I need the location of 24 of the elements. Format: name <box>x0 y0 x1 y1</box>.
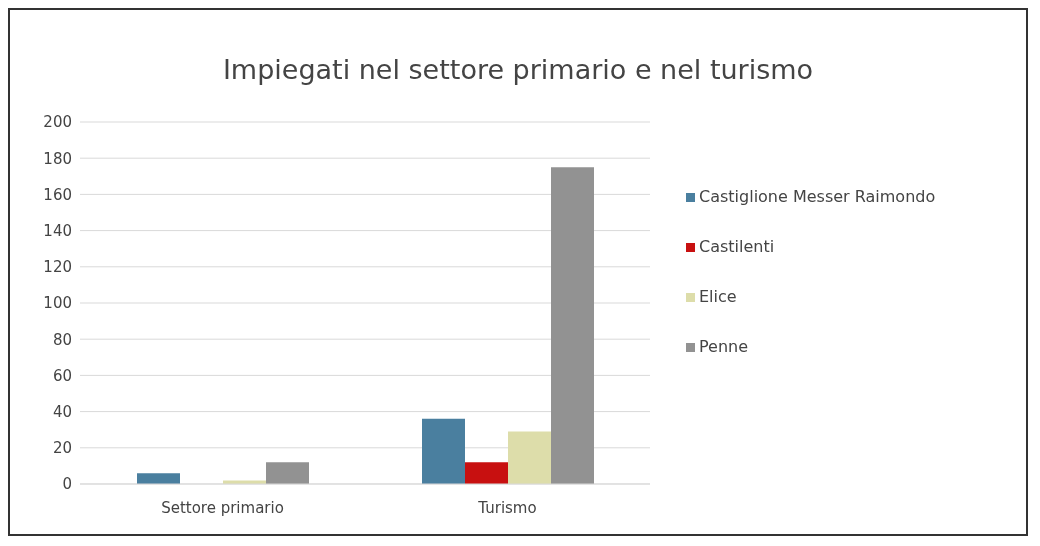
y-tick-label: 180 <box>43 149 72 168</box>
bar <box>551 167 594 484</box>
legend-label: Castilenti <box>699 237 775 256</box>
y-tick-label: 60 <box>52 366 72 385</box>
y-tick-label: 200 <box>43 113 72 132</box>
y-tick-label: 20 <box>52 439 72 458</box>
legend-label: Castiglione Messer Raimondo <box>699 187 936 206</box>
legend-label: Penne <box>699 337 749 356</box>
x-tick-label: Settore primario <box>161 498 284 517</box>
y-tick-label: 40 <box>52 402 72 421</box>
y-tick-label: 0 <box>62 475 72 494</box>
y-tick-label: 100 <box>43 294 72 313</box>
x-tick-label: Turismo <box>477 498 537 517</box>
bar <box>422 418 465 484</box>
chart-title: Impiegati nel settore primario e nel turismo <box>221 54 815 85</box>
y-tick-label: 80 <box>52 330 72 349</box>
bar <box>508 431 551 484</box>
y-tick-label: 140 <box>43 221 72 240</box>
legend-label: Elice <box>699 287 737 306</box>
bar <box>137 473 180 484</box>
bar <box>266 462 309 484</box>
y-tick-label: 120 <box>43 258 72 277</box>
y-tick-label: 160 <box>43 185 72 204</box>
bar <box>465 462 508 484</box>
